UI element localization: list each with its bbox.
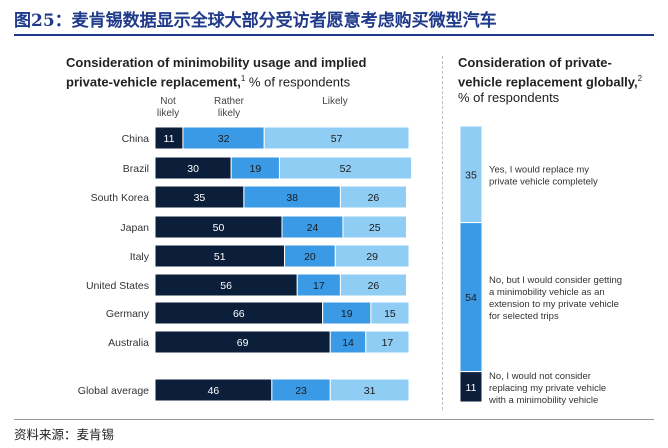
bar-value-label: 31 bbox=[364, 385, 376, 397]
bar-segment bbox=[342, 215, 407, 239]
bar-value-label: 26 bbox=[368, 280, 380, 292]
bar-value-label: 52 bbox=[340, 163, 352, 175]
bar-value-label: 32 bbox=[218, 133, 230, 145]
bar-value-label: 17 bbox=[382, 337, 394, 349]
bar-value-label: 17 bbox=[313, 280, 325, 292]
category-label: Japan bbox=[120, 222, 149, 234]
bar-segment bbox=[263, 126, 410, 150]
legend-label-1-1: likely bbox=[218, 108, 240, 119]
right-chart-title: Consideration of private- vehicle replac… bbox=[458, 55, 642, 106]
bar-segment bbox=[334, 244, 410, 268]
source-note: 资料来源：麦肯锡 bbox=[14, 427, 115, 442]
left-chart-title: Consideration of minimobility usage and … bbox=[66, 55, 366, 90]
bar-value-label: 14 bbox=[342, 337, 354, 349]
bar-value-label: 66 bbox=[233, 308, 245, 320]
bar-segment bbox=[339, 273, 407, 297]
bar-value-label: 30 bbox=[187, 163, 199, 175]
legend-label-0-1: likely bbox=[157, 108, 179, 119]
bar-value-label: 38 bbox=[286, 192, 298, 204]
right-chart-title-line3: % of respondents bbox=[458, 90, 560, 106]
bar-value-label: 19 bbox=[249, 163, 261, 175]
category-label: Germany bbox=[106, 308, 150, 320]
right-chart-title-line2: vehicle replacement globally,2 bbox=[458, 74, 643, 90]
right-bar-annotation: Yes, I would replace my bbox=[489, 164, 589, 175]
bar-segment bbox=[365, 330, 410, 354]
bar-segment bbox=[370, 301, 410, 325]
bar-value-label: 11 bbox=[164, 133, 175, 145]
panel-divider bbox=[442, 56, 443, 410]
bar-value-label: 15 bbox=[384, 308, 396, 320]
bar-value-label: 35 bbox=[194, 192, 206, 204]
bar-segment bbox=[278, 156, 413, 180]
legend-label-0-0: Not bbox=[160, 96, 176, 107]
right-bar-annotation: replacing my private vehicle bbox=[489, 383, 606, 394]
left-chart-title-line1: Consideration of minimobility usage and … bbox=[66, 55, 367, 70]
right-bar-annotation: No, but I would consider getting bbox=[489, 275, 622, 286]
figure-title: 图25：麦肯锡数据显示全球大部分受访者愿意考虑购买微型汽车 bbox=[14, 11, 497, 31]
category-label: China bbox=[122, 133, 150, 145]
legend-label-1-0: Rather bbox=[214, 96, 245, 107]
bar-value-label: 51 bbox=[214, 251, 226, 263]
right-bar-annotation: for selected trips bbox=[489, 311, 559, 322]
category-label: Australia bbox=[108, 337, 149, 349]
category-label: United States bbox=[86, 280, 149, 292]
bar-value-label: 50 bbox=[213, 222, 225, 234]
right-bar-annotation: a minimobility vehicle as an bbox=[489, 287, 605, 298]
bar-value-label: 24 bbox=[307, 222, 319, 234]
bar-value-label: 56 bbox=[220, 280, 232, 292]
bar-value-label: 69 bbox=[237, 337, 249, 349]
bar-value-label: 23 bbox=[295, 385, 307, 397]
title-rule bbox=[14, 34, 654, 36]
right-bar-annotation: No, I would not consider bbox=[489, 371, 591, 382]
category-label: Brazil bbox=[123, 163, 149, 175]
bar-value-label: 57 bbox=[331, 133, 343, 145]
bar-segment bbox=[339, 185, 407, 209]
right-bar-value-label: 54 bbox=[465, 292, 477, 304]
right-bar-value-label: 35 bbox=[465, 169, 477, 181]
right-bar-annotation: with a minimobility vehicle bbox=[488, 395, 598, 406]
bar-value-label: 29 bbox=[366, 251, 378, 263]
bar-value-label: 19 bbox=[341, 308, 353, 320]
right-bar-segment bbox=[459, 371, 483, 403]
right-bar-annotation: private vehicle completely bbox=[489, 176, 598, 187]
right-chart-title-line1: Consideration of private- bbox=[458, 55, 612, 70]
category-label: South Korea bbox=[91, 192, 150, 204]
left-chart-title-line2: private-vehicle replacement,1 % of respo… bbox=[66, 74, 351, 90]
legend-label-2-0: Likely bbox=[322, 96, 348, 107]
bar-value-label: 46 bbox=[208, 385, 220, 397]
bar-value-label: 20 bbox=[304, 251, 316, 263]
source-rule bbox=[14, 419, 654, 420]
bar-value-label: 26 bbox=[368, 192, 380, 204]
category-label: Italy bbox=[130, 251, 150, 263]
bar-segment bbox=[329, 378, 410, 402]
category-label: Global average bbox=[78, 385, 149, 397]
right-bar-annotation: extension to my private vehicle bbox=[489, 299, 619, 310]
bar-value-label: 25 bbox=[369, 222, 381, 234]
right-bar-value-label: 11 bbox=[466, 382, 477, 394]
